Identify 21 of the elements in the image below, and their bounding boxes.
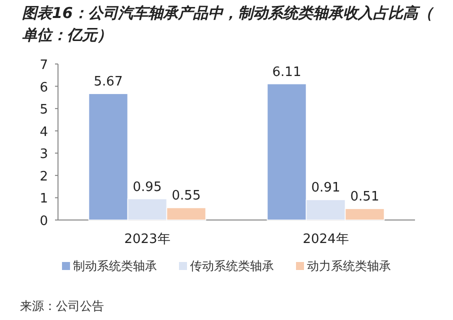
data-label: 0.51 [350,190,380,205]
legend-label: 动力系统类轴承 [307,259,391,273]
y-tick-label: 1 [40,192,48,207]
x-tick-label: 2023年 [124,232,170,247]
data-label: 5.67 [94,74,123,90]
source-note: 来源：公司公告 [20,299,104,313]
y-tick-label: 7 [40,58,48,73]
x-tick-label: 2024年 [302,232,349,247]
y-tick-label: 6 [40,80,48,96]
data-label: 6.11 [272,64,302,80]
data-label: 0.95 [132,180,162,195]
y-tick-label: 4 [40,124,48,140]
y-tick-label: 2 [40,169,48,184]
data-label: 0.91 [311,180,340,196]
y-tick-label: 0 [40,214,48,229]
legend-label: 传动系统类轴承 [190,259,274,273]
legend-label: 制动系统类轴承 [73,259,157,273]
data-label: 0.55 [172,188,201,204]
chart-title: 图表16：公司汽车轴承产品中，制动系统类轴承收入占比高（单位：亿元） [22,4,434,44]
y-tick-label: 5 [40,102,48,118]
y-tick-label: 3 [40,147,48,162]
